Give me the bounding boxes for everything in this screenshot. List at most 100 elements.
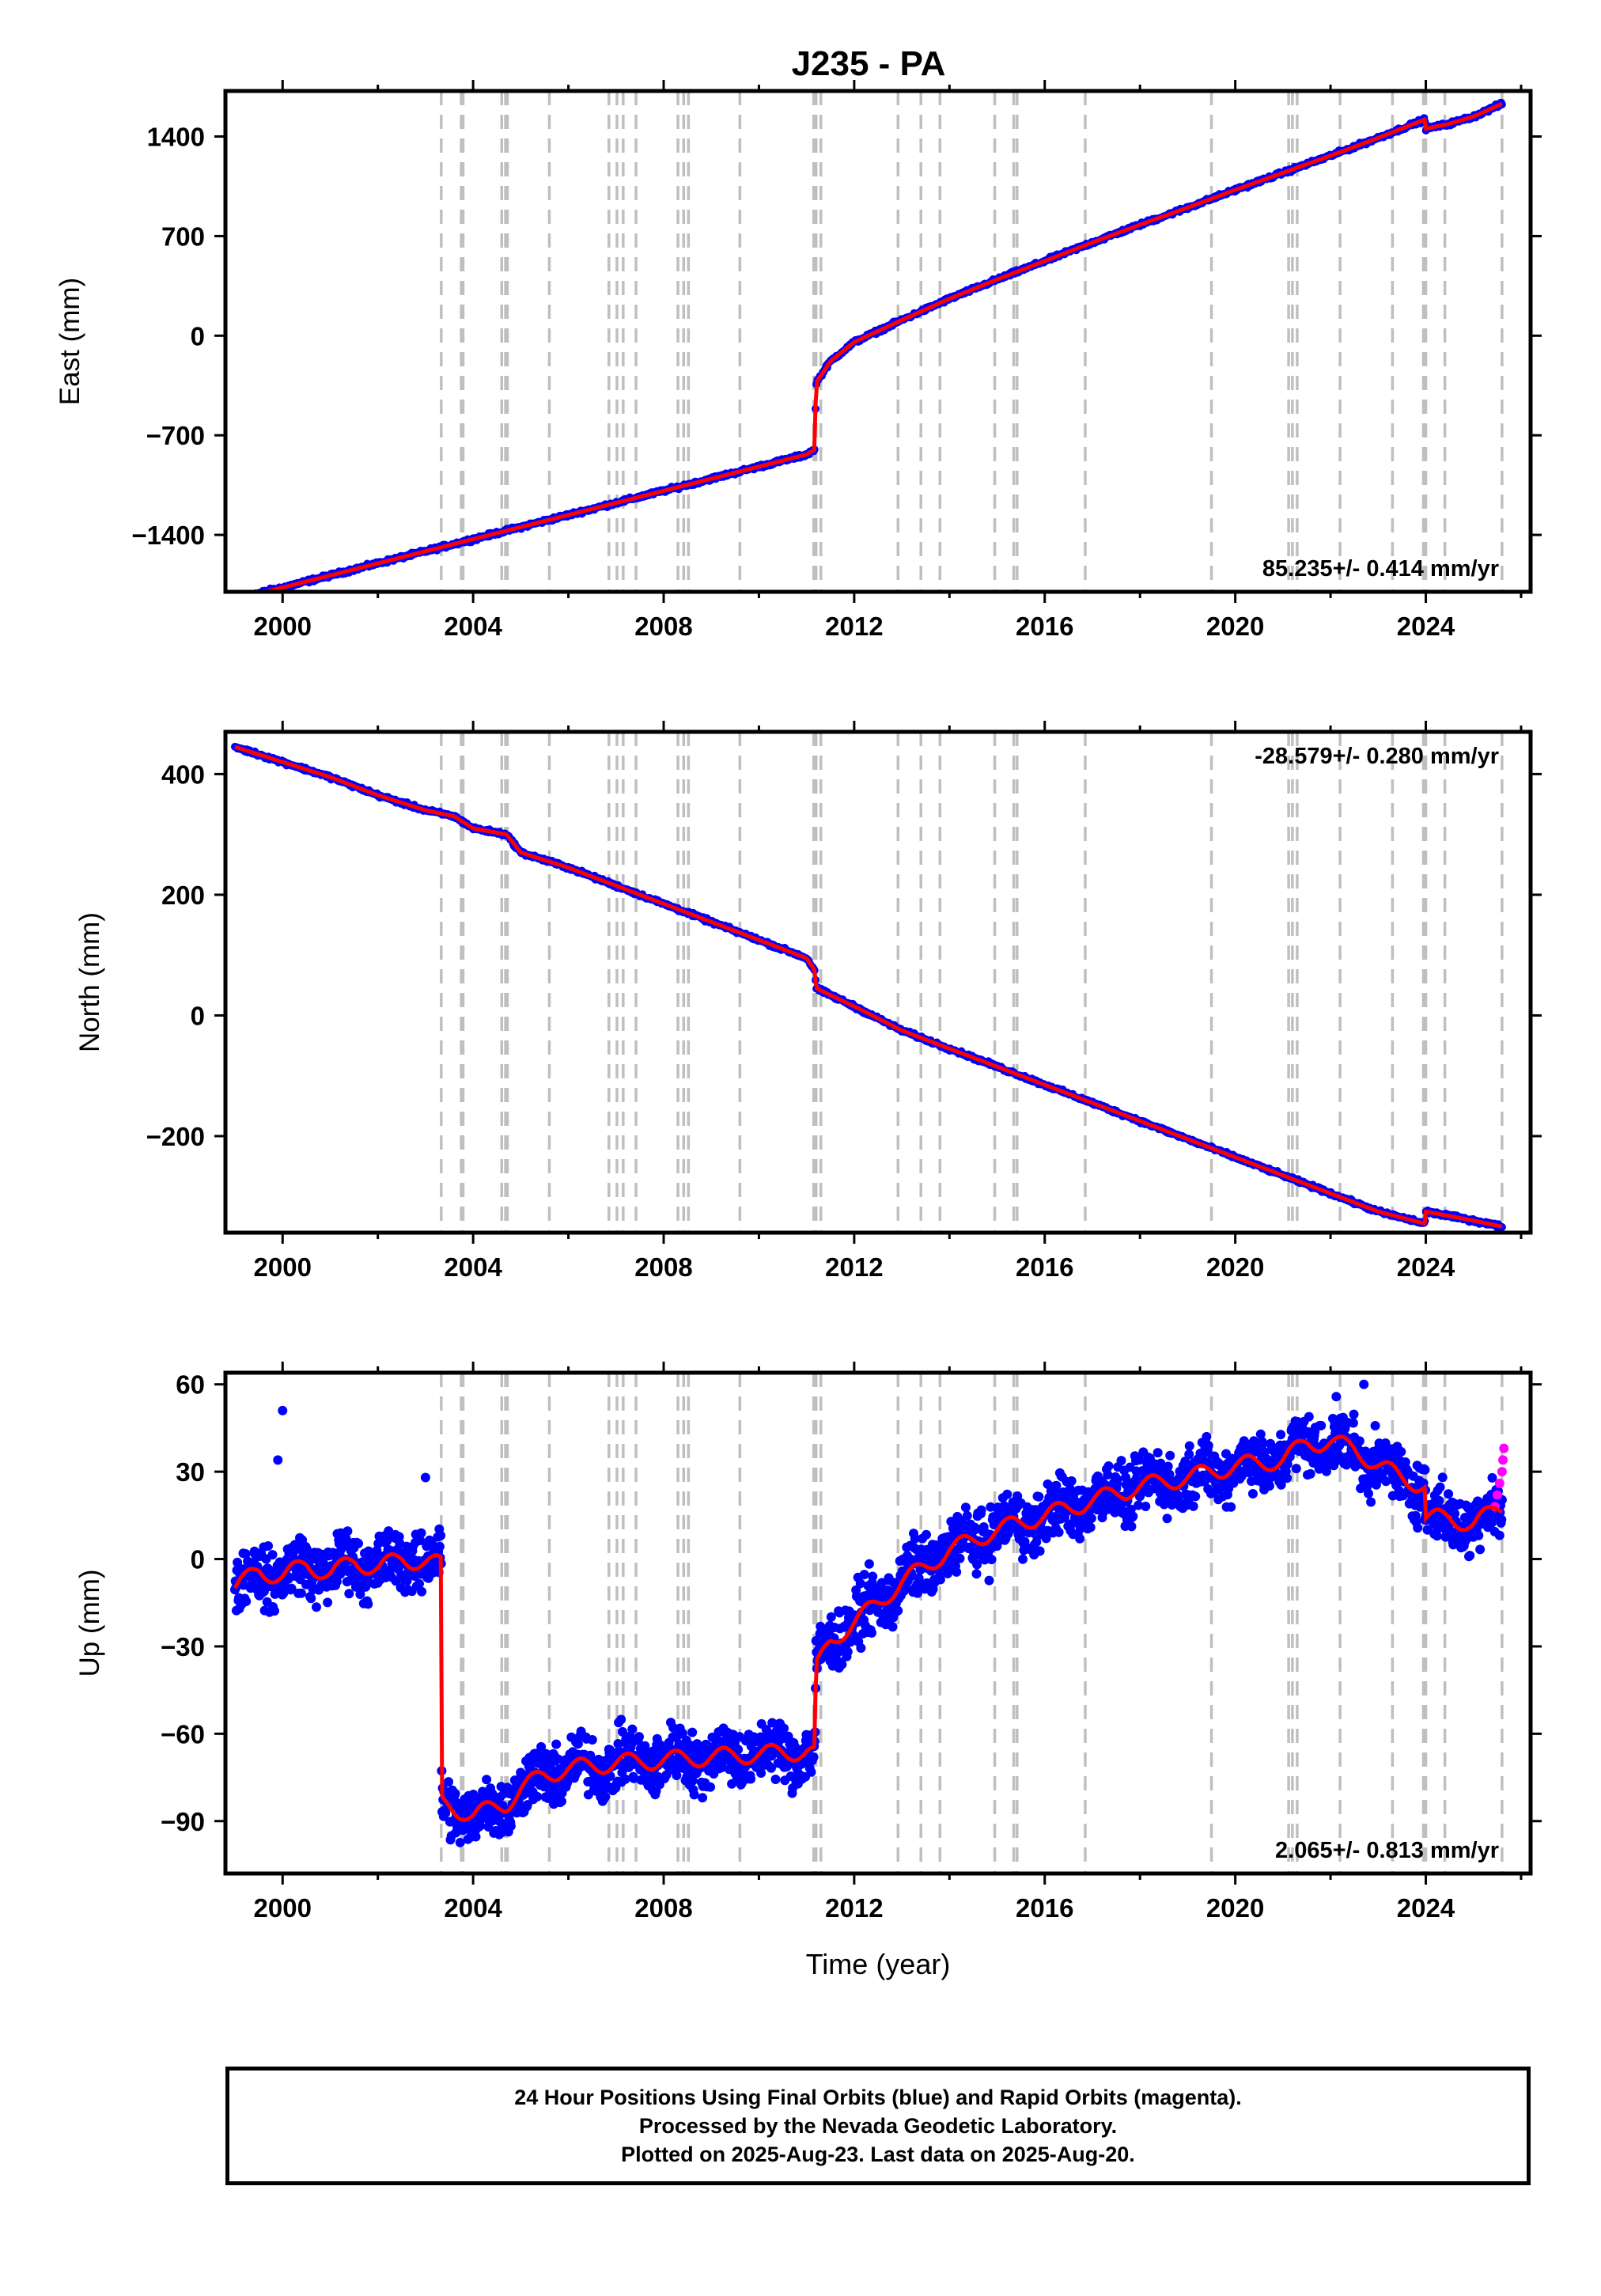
data-point: [236, 594, 244, 602]
data-point: [1031, 1536, 1042, 1547]
x-tick-label: 2004: [444, 612, 502, 641]
data-point: [627, 1724, 638, 1734]
y-tick-label: 700: [161, 222, 205, 251]
data-point: [1116, 1456, 1126, 1466]
data-point: [687, 1727, 698, 1737]
data-point: [952, 1567, 962, 1577]
data-point: [914, 1573, 924, 1583]
y-tick-label: 400: [161, 760, 205, 789]
data-point: [231, 595, 239, 603]
data-point: [893, 1605, 903, 1616]
x-tick-label: 2008: [634, 1252, 692, 1282]
panel-frame: [223, 89, 1533, 594]
data-point: [1034, 1491, 1044, 1502]
x-tick-label: 2004: [444, 1252, 502, 1282]
data-point: [1066, 1476, 1077, 1486]
y-tick-label: 0: [191, 1001, 205, 1030]
y-tick-label: −1400: [131, 521, 205, 550]
data-point: [234, 593, 242, 601]
data-point: [962, 1510, 972, 1521]
data-point: [864, 1559, 874, 1569]
data-point: [1086, 1514, 1096, 1523]
panel-up: 2000 2004 2008 2012 2016 2020 2024−90−60−30030…: [74, 1362, 1542, 1923]
data-point: [1003, 1529, 1013, 1539]
data-point: [1134, 1455, 1145, 1465]
data-point: [471, 1832, 481, 1842]
data-point: [935, 1574, 945, 1585]
data-point: [672, 1771, 682, 1780]
data-point: [1128, 1511, 1138, 1521]
data-point: [233, 594, 240, 602]
data-point: [806, 1767, 816, 1777]
data-point: [482, 1775, 492, 1785]
x-tick-label: 2016: [1016, 1252, 1073, 1282]
data-point: [1162, 1514, 1172, 1524]
data-point: [837, 1659, 847, 1669]
x-tick-label: 2020: [1206, 1252, 1264, 1282]
x-tick-label: 2012: [825, 612, 883, 641]
data-point: [238, 593, 246, 601]
data-point: [970, 1522, 980, 1533]
data-point: [912, 1588, 922, 1598]
data-point: [270, 1606, 279, 1616]
data-point: [557, 1796, 566, 1806]
x-tick-label: 2000: [254, 1252, 312, 1282]
data-point: [687, 1775, 698, 1786]
data-point: [1184, 1449, 1194, 1460]
panel-east: 2000 2004 2008 2012 2016 2020 2024−1400−700070…: [55, 80, 1542, 641]
data-point: [955, 1553, 965, 1563]
data-point: [505, 1821, 516, 1831]
y-tick-label: 0: [191, 321, 205, 350]
y-axis-label: North (mm): [74, 912, 105, 1052]
data-point: [1103, 1461, 1114, 1471]
data-point: [677, 1728, 687, 1738]
data-point: [856, 1643, 866, 1653]
x-tick-label: 2016: [1016, 612, 1073, 641]
data-point: [263, 1541, 273, 1551]
data-point: [427, 1540, 437, 1550]
data-point: [634, 1732, 644, 1742]
data-point: [551, 1739, 562, 1749]
data-point: [867, 1627, 876, 1638]
data-point: [779, 1723, 789, 1733]
data-point: [241, 593, 249, 601]
data-point: [756, 1768, 766, 1778]
data-point: [616, 1714, 626, 1725]
data-point: [668, 1722, 679, 1733]
data-point: [855, 1578, 865, 1589]
data-point: [1051, 1480, 1062, 1491]
y-tick-label: 200: [161, 881, 205, 910]
data-point: [717, 1762, 727, 1772]
data-point: [1188, 1501, 1198, 1511]
y-tick-label: −200: [146, 1122, 205, 1151]
panel-plot-area: [231, 98, 1506, 603]
data-point: [600, 1792, 611, 1802]
data-point: [441, 1808, 451, 1818]
data-point: [976, 1505, 986, 1515]
data-point: [417, 1586, 427, 1597]
panel-north: 2000 2004 2008 2012 2016 2020 2024−2000200400N…: [74, 721, 1542, 1282]
data-point: [842, 1646, 853, 1657]
data-point: [1141, 1502, 1151, 1511]
data-point: [767, 1718, 778, 1728]
data-point: [984, 1575, 994, 1586]
x-tick-label: 2024: [1397, 612, 1455, 641]
data-point: [416, 1528, 426, 1538]
data-point: [240, 593, 248, 601]
data-point: [698, 1793, 708, 1803]
data-point: [542, 1755, 552, 1765]
data-point: [444, 1777, 453, 1787]
data-point: [1103, 1470, 1113, 1480]
data-point: [241, 1597, 252, 1606]
data-point: [573, 1739, 583, 1749]
data-point: [532, 1791, 543, 1802]
panel-frame: [223, 729, 1533, 1235]
data-point: [237, 593, 245, 601]
y-tick-label: 1400: [147, 123, 205, 152]
data-point: [1075, 1533, 1085, 1544]
panel-plot-area: [230, 1379, 1509, 1847]
x-tick-label: 2008: [634, 612, 692, 641]
data-point: [331, 1577, 342, 1587]
data-point: [414, 1578, 424, 1589]
